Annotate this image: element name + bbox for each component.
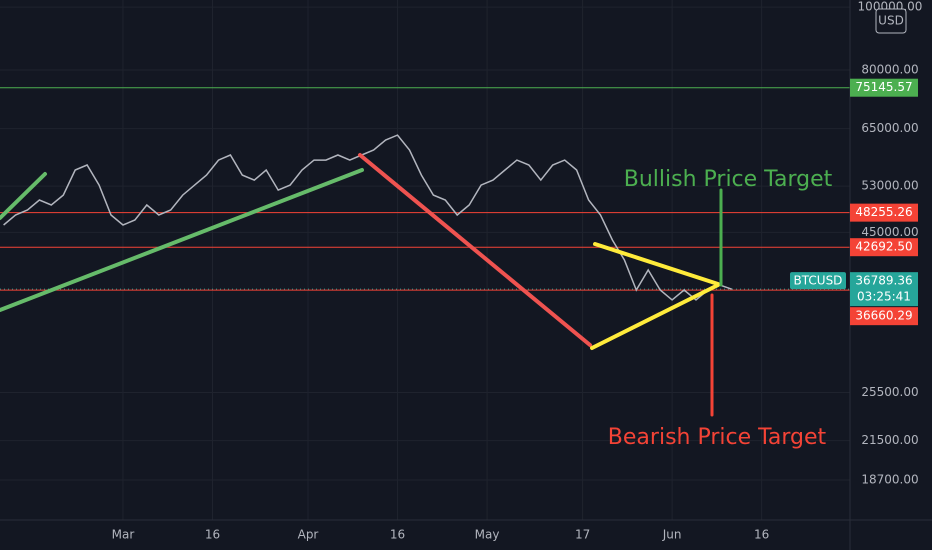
annotation: Bullish Price Target xyxy=(624,167,833,192)
price-tag xyxy=(850,238,918,257)
price-tag-label: 75145.57 xyxy=(855,80,912,94)
last-price-tag xyxy=(850,272,918,307)
annotation: Bearish Price Target xyxy=(608,425,827,450)
y-tick-label: 100000.00 xyxy=(858,0,923,14)
x-tick-label: 16 xyxy=(390,528,405,542)
trend-line xyxy=(0,168,364,312)
y-tick-label: 53000.00 xyxy=(861,179,918,193)
x-tick-label: Mar xyxy=(112,528,135,542)
y-tick-label: 21500.00 xyxy=(861,433,918,447)
price-tag-label: 48255.26 xyxy=(855,205,912,219)
y-tick-label: 80000.00 xyxy=(861,63,918,77)
plot xyxy=(3,134,733,301)
price-tag xyxy=(850,203,918,222)
trend-line xyxy=(0,172,47,220)
drawings xyxy=(0,153,723,417)
x-tick-label: Apr xyxy=(298,528,319,542)
price-tag xyxy=(850,307,918,326)
currency: USD xyxy=(878,14,904,28)
y-tick-label: 25500.00 xyxy=(861,385,918,399)
triangle-line xyxy=(593,242,720,286)
x-tick-label: Jun xyxy=(662,528,682,542)
x-tick-label: May xyxy=(475,528,500,542)
currency-box xyxy=(875,8,907,34)
triangle-line xyxy=(590,283,720,350)
price-axis: 100000.00 80000.00 65000.00 53000.00 45000.0… xyxy=(112,0,923,542)
y-tick-label: 18700.00 xyxy=(861,473,918,487)
last-price-label: 36789.36 xyxy=(855,274,912,288)
price-tag-label: 36660.29 xyxy=(855,309,912,323)
x-tick-label: 17 xyxy=(575,528,590,542)
trend-line xyxy=(358,153,592,347)
price-line xyxy=(3,134,733,301)
countdown: 03:25:41 xyxy=(857,290,911,304)
x-tick-label: 16 xyxy=(754,528,769,542)
x-tick-label: 16 xyxy=(205,528,220,542)
y-tick-label: 45000.00 xyxy=(861,225,918,239)
series-name-tag xyxy=(790,272,846,290)
y-tick-label: 65000.00 xyxy=(861,121,918,135)
series-name: BTCUSD xyxy=(794,274,843,288)
price-tag xyxy=(850,78,918,97)
grid xyxy=(0,0,850,520)
price-tag-label: 42692.50 xyxy=(855,240,912,254)
